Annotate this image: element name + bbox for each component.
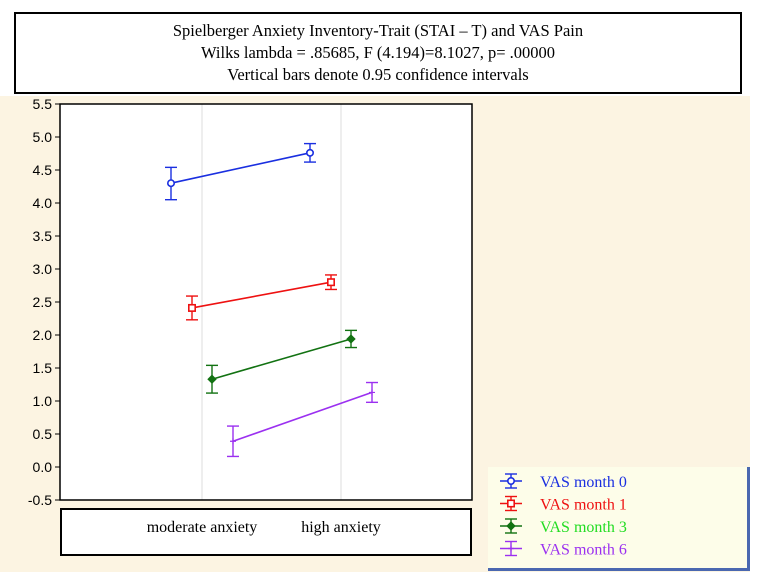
y-tick-label: 0.0 [33,459,53,475]
chart-note: Vertical bars denote 0.95 confidence int… [227,65,529,84]
legend-marker [508,545,514,552]
title-box: Spielberger Anxiety Inventory-Trait (STA… [14,12,742,94]
x-category-label: high anxiety [301,519,381,536]
y-tick-label: 1.5 [33,360,53,376]
y-tick-label: 0.5 [33,426,53,442]
legend-label: VAS month 3 [540,519,627,536]
series-line-1 [191,281,332,309]
legend-box [488,467,750,571]
y-tick-label: 3.5 [33,228,53,244]
plot-area [60,104,472,500]
data-point [369,389,375,396]
data-point [346,334,356,344]
legend-label: VAS month 6 [540,542,627,559]
legend-label: VAS month 0 [540,474,627,491]
chart-subtitle: Wilks lambda = .85685, F (4.194)=8.1027,… [200,43,556,62]
y-tick-label: 4.0 [33,195,53,211]
series-line-2 [211,338,352,380]
y-tick-label: 4.5 [33,162,53,178]
data-point [326,278,335,287]
data-point [188,303,197,312]
y-tick-label: 2.5 [33,294,53,310]
data-point [207,374,217,384]
legend-marker [506,521,516,531]
series-line-0 [170,152,311,184]
y-tick-label: 1.0 [33,393,53,409]
chart-title: Spielberger Anxiety Inventory-Trait (STA… [172,21,584,40]
y-tick-label: 2.0 [33,327,53,343]
x-axis-label-box [60,508,472,556]
data-point [167,179,176,188]
legend-marker [506,499,515,508]
series-line-3 [232,391,373,443]
y-tick-label: 3.0 [33,261,53,277]
y-tick-label: -0.5 [28,492,52,508]
data-point [305,148,314,157]
x-category-label: moderate anxiety [147,519,258,536]
y-tick-label: 5.5 [33,96,53,112]
legend-label: VAS month 1 [540,497,627,514]
data-point [230,438,236,445]
y-tick-label: 5.0 [33,129,53,145]
legend-marker [506,476,515,485]
plot-frame [59,103,473,501]
